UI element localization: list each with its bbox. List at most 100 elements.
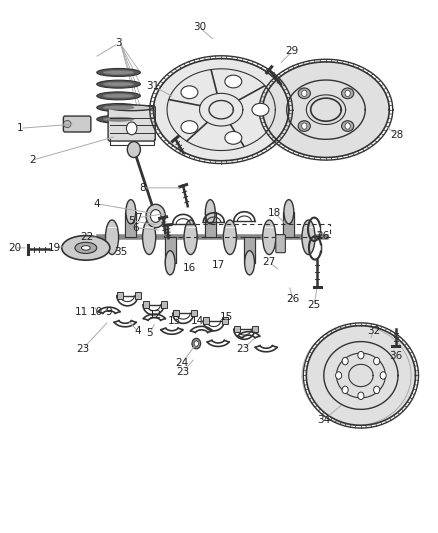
Text: 32: 32 xyxy=(367,326,381,336)
Ellipse shape xyxy=(106,220,119,255)
Polygon shape xyxy=(205,212,216,237)
Text: 30: 30 xyxy=(193,22,206,33)
Ellipse shape xyxy=(103,70,134,75)
Circle shape xyxy=(336,372,342,379)
Ellipse shape xyxy=(103,82,134,86)
Ellipse shape xyxy=(97,80,141,88)
Ellipse shape xyxy=(225,75,242,88)
Ellipse shape xyxy=(103,106,134,110)
Text: 13: 13 xyxy=(168,316,181,326)
Circle shape xyxy=(342,358,348,365)
Bar xyxy=(191,310,197,317)
Ellipse shape xyxy=(284,200,294,224)
Ellipse shape xyxy=(223,220,237,255)
Text: 23: 23 xyxy=(76,344,89,354)
Text: 7: 7 xyxy=(135,213,141,223)
Text: 9: 9 xyxy=(106,306,112,317)
Ellipse shape xyxy=(75,243,97,254)
Text: 35: 35 xyxy=(114,247,127,256)
Circle shape xyxy=(358,351,364,359)
Ellipse shape xyxy=(153,59,289,161)
Text: 11: 11 xyxy=(75,306,88,317)
Circle shape xyxy=(150,209,161,222)
Text: 26: 26 xyxy=(286,294,300,304)
Bar xyxy=(161,301,167,308)
Circle shape xyxy=(358,392,364,400)
Circle shape xyxy=(192,338,201,349)
Text: 28: 28 xyxy=(391,130,404,140)
Circle shape xyxy=(127,142,141,158)
Text: 23: 23 xyxy=(237,344,250,354)
Text: 16: 16 xyxy=(183,263,196,272)
Text: 25: 25 xyxy=(307,300,321,310)
Ellipse shape xyxy=(342,120,354,131)
Ellipse shape xyxy=(298,120,311,131)
Ellipse shape xyxy=(143,220,155,255)
Ellipse shape xyxy=(205,200,215,224)
Ellipse shape xyxy=(126,200,136,224)
Text: 24: 24 xyxy=(175,358,188,368)
Text: 14: 14 xyxy=(191,316,204,326)
Ellipse shape xyxy=(81,246,90,250)
Bar xyxy=(222,317,228,324)
Text: 3: 3 xyxy=(115,38,122,48)
Circle shape xyxy=(374,386,380,393)
Ellipse shape xyxy=(225,132,242,144)
Ellipse shape xyxy=(165,251,175,275)
Ellipse shape xyxy=(302,220,315,255)
Ellipse shape xyxy=(252,103,269,116)
Ellipse shape xyxy=(97,103,141,111)
Circle shape xyxy=(342,386,348,393)
Text: 17: 17 xyxy=(212,261,225,270)
Ellipse shape xyxy=(110,105,153,111)
Ellipse shape xyxy=(97,92,141,100)
Circle shape xyxy=(146,204,165,228)
Ellipse shape xyxy=(103,117,134,121)
Polygon shape xyxy=(165,237,176,263)
Text: 8: 8 xyxy=(139,183,146,193)
Text: 27: 27 xyxy=(263,257,276,267)
Circle shape xyxy=(302,123,307,129)
Circle shape xyxy=(194,341,198,346)
Ellipse shape xyxy=(184,220,197,255)
Polygon shape xyxy=(244,237,255,263)
Text: 23: 23 xyxy=(177,367,190,377)
Circle shape xyxy=(345,123,350,129)
FancyBboxPatch shape xyxy=(64,116,91,132)
Text: 34: 34 xyxy=(317,415,330,425)
Bar xyxy=(173,310,179,317)
Text: 6: 6 xyxy=(133,223,139,233)
Text: 4: 4 xyxy=(93,199,100,209)
Text: 2: 2 xyxy=(29,155,35,165)
Text: 5: 5 xyxy=(128,216,135,226)
Ellipse shape xyxy=(62,236,110,260)
FancyBboxPatch shape xyxy=(108,106,155,141)
Ellipse shape xyxy=(181,120,198,133)
Polygon shape xyxy=(283,212,294,237)
Circle shape xyxy=(302,90,307,96)
Ellipse shape xyxy=(263,62,389,157)
Bar xyxy=(135,292,141,299)
Ellipse shape xyxy=(245,251,254,275)
FancyBboxPatch shape xyxy=(276,235,286,253)
Circle shape xyxy=(374,358,380,365)
Text: 36: 36 xyxy=(389,351,403,361)
Text: 29: 29 xyxy=(286,46,299,56)
Text: 15: 15 xyxy=(220,312,233,322)
Bar xyxy=(203,317,209,324)
Circle shape xyxy=(380,372,386,379)
Ellipse shape xyxy=(103,94,134,98)
Ellipse shape xyxy=(263,220,276,255)
Ellipse shape xyxy=(64,120,71,127)
Bar xyxy=(234,326,240,333)
Bar xyxy=(252,326,258,333)
Ellipse shape xyxy=(342,88,354,99)
Ellipse shape xyxy=(298,88,311,99)
Text: 26: 26 xyxy=(316,231,329,241)
Ellipse shape xyxy=(181,86,198,99)
Circle shape xyxy=(345,90,350,96)
Text: 10: 10 xyxy=(89,306,102,317)
Polygon shape xyxy=(125,212,136,237)
Ellipse shape xyxy=(97,68,141,76)
Circle shape xyxy=(127,122,137,135)
